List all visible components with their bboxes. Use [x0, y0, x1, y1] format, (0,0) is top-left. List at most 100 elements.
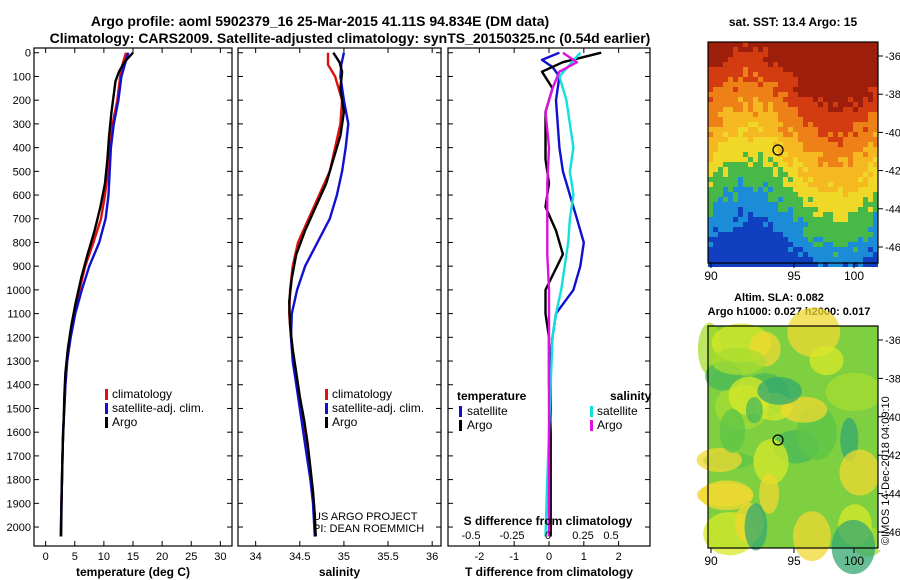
sst-map-cell: [758, 242, 763, 247]
sst-map-cell: [828, 107, 833, 112]
sst-map-cell: [848, 147, 853, 152]
sst-map-cell: [828, 132, 833, 137]
sst-map-cell: [838, 257, 843, 262]
sst-map-cell: [763, 217, 768, 222]
sst-map-cell: [868, 262, 873, 267]
x-tick-label: 2: [616, 551, 622, 563]
sst-map-cell: [868, 167, 873, 172]
sst-map-cell: [763, 157, 768, 162]
sst-map-cell: [728, 92, 733, 97]
top-axis-label: S difference from climatology: [464, 514, 633, 528]
sst-map-cell: [743, 162, 748, 167]
sst-map-cell: [753, 147, 758, 152]
sst-map-cell: [773, 167, 778, 172]
sst-map-cell: [778, 217, 783, 222]
sst-map-cell: [858, 137, 863, 142]
sst-map-cell: [823, 132, 828, 137]
y-tick-label: 1600: [7, 427, 31, 439]
sst-map-cell: [873, 252, 878, 257]
sst-map-cell: [723, 62, 728, 67]
sst-map-cell: [833, 142, 838, 147]
sst-map-cell: [808, 187, 813, 192]
sst-map-cell: [853, 137, 858, 142]
sst-map-cell: [733, 192, 738, 197]
sst-map-cell: [838, 117, 843, 122]
sst-map-cell: [723, 247, 728, 252]
sst-map-cell: [793, 122, 798, 127]
sst-map-cell: [838, 122, 843, 127]
sst-map-cell: [773, 117, 778, 122]
sst-map-cell: [773, 107, 778, 112]
sst-map-cell: [848, 47, 853, 52]
sst-map-cell: [793, 132, 798, 137]
sst-map-cell: [713, 257, 718, 262]
sst-map-cell: [823, 82, 828, 87]
sst-map-cell: [863, 72, 868, 77]
sst-map-cell: [778, 107, 783, 112]
sst-map-cell: [733, 147, 738, 152]
sst-map-cell: [833, 192, 838, 197]
sst-map-cell: [748, 247, 753, 252]
sst-map-cell: [858, 127, 863, 132]
sst-map-cell: [773, 162, 778, 167]
sst-map-cell: [868, 162, 873, 167]
sst-map-cell: [863, 187, 868, 192]
sst-map-cell: [848, 152, 853, 157]
sst-map-cell: [718, 162, 723, 167]
sst-map-cell: [773, 62, 778, 67]
sst-map-cell: [793, 207, 798, 212]
plot-frame-salinity: [237, 47, 442, 547]
sst-map-cell: [848, 122, 853, 127]
sst-map-cell: [758, 112, 763, 117]
sst-map-cell: [818, 137, 823, 142]
sst-map-cell: [713, 82, 718, 87]
sst-map-cell: [788, 247, 793, 252]
sst-map-cell: [863, 117, 868, 122]
sst-map-cell: [708, 82, 713, 87]
legend-swatch: [590, 406, 593, 417]
sst-map-cell: [708, 132, 713, 137]
sst-map-cell: [858, 217, 863, 222]
sst-map-cell: [743, 67, 748, 72]
sst-map-cell: [713, 147, 718, 152]
sst-map-cell: [833, 202, 838, 207]
sst-map-cell: [758, 102, 763, 107]
sst-map-cell: [748, 117, 753, 122]
sst-map-cell: [793, 177, 798, 182]
sst-map-cell: [753, 232, 758, 237]
sst-map-cell: [833, 117, 838, 122]
sst-map-cell: [773, 217, 778, 222]
sst-map-cell: [713, 262, 718, 267]
sst-map-cell: [738, 97, 743, 102]
sst-map-cell: [708, 107, 713, 112]
sst-map-cell: [833, 242, 838, 247]
sst-map-cell: [793, 232, 798, 237]
sst-map-cell: [843, 162, 848, 167]
sst-map-cell: [833, 97, 838, 102]
sst-map-cell: [708, 112, 713, 117]
sst-map-cell: [748, 77, 753, 82]
sst-map-cell: [793, 262, 798, 267]
sst-map-cell: [728, 122, 733, 127]
sst-map-cell: [738, 172, 743, 177]
sst-map-cell: [848, 112, 853, 117]
sst-map-cell: [773, 252, 778, 257]
sst-map-cell: [718, 242, 723, 247]
sst-map-cell: [768, 72, 773, 77]
sst-map-cell: [863, 112, 868, 117]
sst-map-cell: [768, 147, 773, 152]
sst-map-cell: [788, 212, 793, 217]
sst-map-cell: [808, 117, 813, 122]
sst-map-cell: [728, 112, 733, 117]
sst-map-cell: [753, 247, 758, 252]
sst-map-cell: [858, 152, 863, 157]
sst-map-cell: [798, 142, 803, 147]
sst-map-cell: [748, 112, 753, 117]
sst-map-cell: [743, 152, 748, 157]
sst-map-cell: [798, 192, 803, 197]
sst-map-cell: [808, 142, 813, 147]
sst-map-cell: [748, 147, 753, 152]
sst-map-cell: [788, 147, 793, 152]
sst-map-cell: [843, 97, 848, 102]
lat-tick-label: -36: [885, 335, 900, 347]
